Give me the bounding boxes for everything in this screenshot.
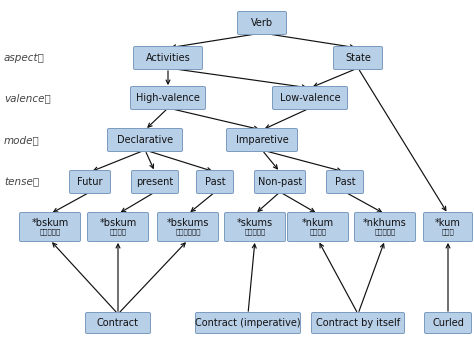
Text: བསྐུ: བསྐུ (109, 229, 127, 235)
Text: tense：: tense： (4, 177, 39, 187)
FancyBboxPatch shape (88, 213, 148, 242)
FancyBboxPatch shape (311, 313, 404, 334)
Text: Contract by itself: Contract by itself (316, 318, 400, 328)
FancyBboxPatch shape (355, 213, 416, 242)
Text: Contract (imperative): Contract (imperative) (195, 318, 301, 328)
Text: mode：: mode： (4, 135, 40, 145)
Text: ནྐུམ: ནྐུམ (310, 229, 327, 235)
Text: Verb: Verb (251, 18, 273, 28)
FancyBboxPatch shape (85, 313, 151, 334)
FancyBboxPatch shape (131, 170, 179, 194)
FancyBboxPatch shape (288, 213, 348, 242)
FancyBboxPatch shape (255, 170, 306, 194)
Text: State: State (345, 53, 371, 63)
Text: ྐུམ: ྐུམ (442, 229, 455, 235)
Text: Declarative: Declarative (117, 135, 173, 145)
Text: present: present (137, 177, 173, 187)
Text: *bskums: *bskums (167, 218, 209, 228)
Text: *nkum: *nkum (302, 218, 334, 228)
FancyBboxPatch shape (237, 11, 286, 34)
Text: *skums: *skums (237, 218, 273, 228)
FancyBboxPatch shape (134, 47, 202, 69)
FancyBboxPatch shape (334, 47, 383, 69)
FancyBboxPatch shape (197, 170, 234, 194)
Text: Activities: Activities (146, 53, 191, 63)
Text: *nkhums: *nkhums (363, 218, 407, 228)
FancyBboxPatch shape (19, 213, 81, 242)
FancyBboxPatch shape (423, 213, 473, 242)
Text: *bskum: *bskum (100, 218, 137, 228)
Text: བསྐུམས: བསྐུམས (175, 229, 201, 235)
Text: Imparetive: Imparetive (236, 135, 288, 145)
Text: High-valence: High-valence (136, 93, 200, 103)
Text: Past: Past (205, 177, 225, 187)
Text: Contract: Contract (97, 318, 139, 328)
Text: ནྐུམས: ནྐུམས (374, 229, 396, 235)
FancyBboxPatch shape (425, 313, 472, 334)
FancyBboxPatch shape (327, 170, 364, 194)
Text: Past: Past (335, 177, 356, 187)
FancyBboxPatch shape (195, 313, 301, 334)
Text: Non-past: Non-past (258, 177, 302, 187)
Text: aspect：: aspect： (4, 53, 45, 63)
FancyBboxPatch shape (157, 213, 219, 242)
FancyBboxPatch shape (108, 128, 182, 151)
Text: *bskum: *bskum (31, 218, 69, 228)
Text: Low-valence: Low-valence (280, 93, 340, 103)
Text: Futur: Futur (77, 177, 103, 187)
Text: སྐུམས: སྐུམས (245, 229, 265, 235)
Text: *kum: *kum (435, 218, 461, 228)
FancyBboxPatch shape (227, 128, 298, 151)
FancyBboxPatch shape (130, 87, 206, 109)
FancyBboxPatch shape (70, 170, 110, 194)
FancyBboxPatch shape (225, 213, 285, 242)
Text: Curled: Curled (432, 318, 464, 328)
Text: བསྐུམ: བསྐུམ (39, 229, 61, 235)
Text: valence：: valence： (4, 93, 51, 103)
FancyBboxPatch shape (273, 87, 347, 109)
